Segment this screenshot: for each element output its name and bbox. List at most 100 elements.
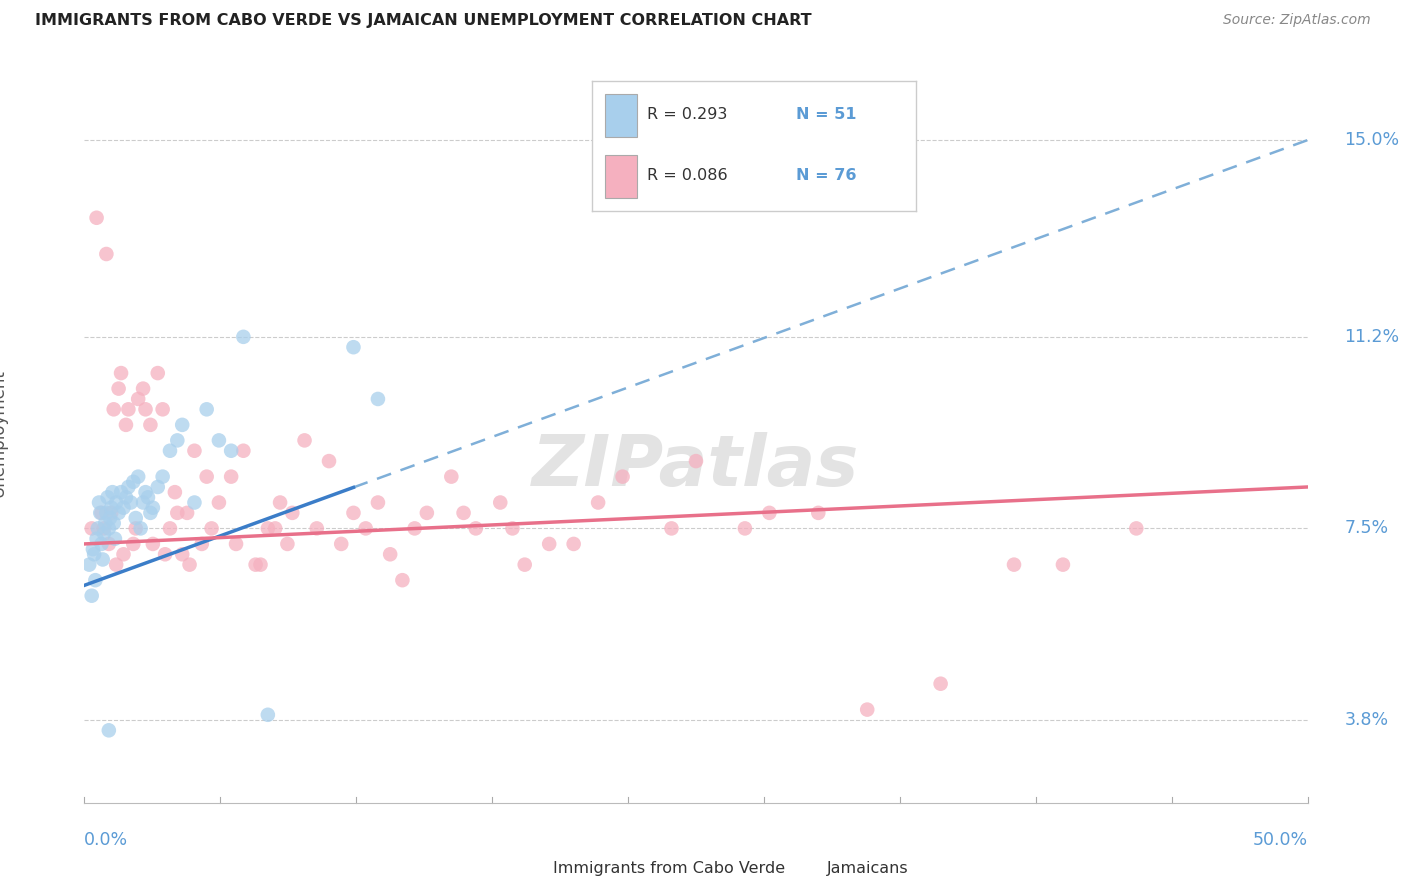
Point — [96, 247, 118, 261]
Point — [172, 417, 194, 432]
Text: Immigrants from Cabo Verde: Immigrants from Cabo Verde — [553, 862, 785, 876]
Point — [97, 723, 120, 738]
Point — [97, 491, 120, 505]
Point — [219, 443, 242, 458]
Point — [132, 495, 155, 509]
Point — [98, 511, 121, 525]
Point — [93, 526, 115, 541]
Point — [172, 547, 194, 561]
Point — [183, 495, 205, 509]
Point — [152, 469, 174, 483]
Point — [195, 469, 218, 483]
Text: Unemployment: Unemployment — [0, 368, 8, 497]
Point — [586, 495, 609, 509]
Point — [416, 506, 439, 520]
Point — [77, 558, 100, 572]
Text: 50.0%: 50.0% — [1253, 831, 1308, 849]
Point — [94, 516, 117, 531]
Point — [89, 506, 111, 520]
Point — [330, 537, 353, 551]
Point — [245, 558, 267, 572]
Point — [538, 537, 561, 551]
Point — [391, 573, 413, 587]
Point — [122, 475, 145, 489]
Point — [146, 480, 169, 494]
Point — [105, 495, 128, 509]
Point — [612, 469, 634, 483]
Point — [112, 547, 135, 561]
Point — [153, 547, 176, 561]
Point — [856, 703, 879, 717]
Point — [103, 402, 125, 417]
Point — [120, 495, 142, 509]
Point — [1052, 558, 1074, 572]
Point — [166, 434, 188, 448]
Point — [90, 537, 112, 551]
Text: 7.5%: 7.5% — [1344, 519, 1388, 537]
Point — [107, 382, 129, 396]
Point — [257, 707, 280, 722]
Point — [139, 417, 162, 432]
Point — [139, 506, 162, 520]
Point — [127, 469, 149, 483]
Point — [91, 552, 114, 566]
Text: Jamaicans: Jamaicans — [827, 862, 908, 876]
Point — [269, 495, 291, 509]
Point — [93, 521, 115, 535]
Point — [152, 402, 174, 417]
Point — [132, 382, 155, 396]
Point — [142, 500, 165, 515]
Point — [489, 495, 512, 509]
Point — [176, 506, 198, 520]
Text: 11.2%: 11.2% — [1344, 328, 1399, 346]
Point — [87, 495, 110, 509]
Point — [159, 443, 181, 458]
Point — [562, 537, 585, 551]
Point — [1002, 558, 1025, 572]
Point — [96, 506, 118, 520]
Point — [294, 434, 316, 448]
Point — [80, 521, 103, 535]
Point — [135, 485, 157, 500]
Point — [440, 469, 463, 483]
Point — [86, 532, 108, 546]
Point — [125, 511, 148, 525]
Point — [191, 537, 214, 551]
Point — [685, 454, 707, 468]
Point — [136, 491, 159, 505]
Point — [225, 537, 247, 551]
Point — [115, 417, 138, 432]
Point — [380, 547, 402, 561]
Point — [464, 521, 486, 535]
Point — [83, 547, 105, 561]
Point — [318, 454, 340, 468]
Point — [159, 521, 181, 535]
Point — [367, 495, 389, 509]
Point — [107, 506, 129, 520]
Point — [929, 677, 952, 691]
Point — [87, 521, 110, 535]
Text: Source: ZipAtlas.com: Source: ZipAtlas.com — [1223, 13, 1371, 28]
Point — [142, 537, 165, 551]
Point — [200, 521, 222, 535]
Point — [82, 542, 104, 557]
Point — [80, 589, 103, 603]
Text: 3.8%: 3.8% — [1344, 711, 1388, 729]
Point — [112, 500, 135, 515]
Point — [264, 521, 287, 535]
Point — [86, 211, 108, 225]
Point — [110, 366, 132, 380]
Point — [101, 485, 124, 500]
Point — [208, 434, 231, 448]
Point — [103, 516, 125, 531]
Point — [105, 558, 128, 572]
Point — [97, 521, 120, 535]
Point — [281, 506, 304, 520]
Point — [453, 506, 475, 520]
Point — [513, 558, 536, 572]
Point — [115, 491, 138, 505]
Point — [342, 340, 364, 354]
Point — [342, 506, 364, 520]
Point — [232, 443, 254, 458]
Point — [127, 392, 149, 406]
